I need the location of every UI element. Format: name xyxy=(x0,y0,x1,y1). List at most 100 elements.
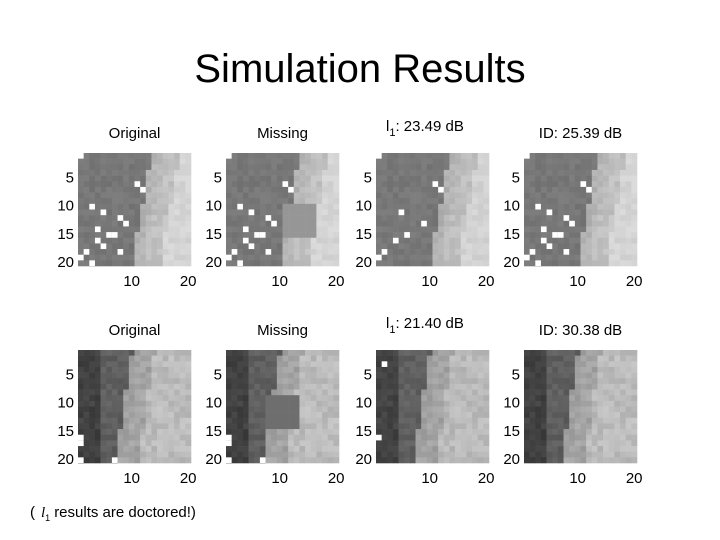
pixel xyxy=(477,412,484,419)
pixel xyxy=(140,423,147,430)
pixel xyxy=(563,457,570,464)
pixel xyxy=(128,209,135,216)
y-tick-label: 5 xyxy=(364,169,372,186)
pixel xyxy=(237,395,244,402)
pixel xyxy=(265,406,272,413)
pixel xyxy=(580,192,587,199)
pixel xyxy=(421,153,428,159)
pixel xyxy=(168,203,175,210)
pixel xyxy=(392,457,399,464)
pixel xyxy=(546,249,553,255)
pixel xyxy=(392,429,399,436)
pixel xyxy=(421,429,428,436)
pixel xyxy=(557,198,564,205)
pixel xyxy=(608,406,615,413)
pixel xyxy=(563,372,570,379)
pixel xyxy=(524,220,530,227)
pixel xyxy=(134,372,141,379)
pixel xyxy=(426,389,433,396)
pixel xyxy=(443,457,450,464)
pixel xyxy=(415,226,422,233)
pixel xyxy=(398,181,405,188)
pixel xyxy=(248,429,255,436)
pixel xyxy=(586,423,593,430)
pixel xyxy=(460,372,467,379)
pixel xyxy=(140,406,147,413)
pixel xyxy=(111,186,118,193)
pixel xyxy=(574,378,581,385)
pixel xyxy=(426,350,433,356)
pixel xyxy=(477,417,484,424)
pixel xyxy=(409,451,416,458)
pixel xyxy=(580,175,587,182)
pixel xyxy=(614,260,621,267)
pixel xyxy=(472,243,478,250)
pixel xyxy=(603,181,610,188)
pixel xyxy=(574,164,581,171)
pixel xyxy=(94,389,101,396)
pixel xyxy=(432,209,439,216)
pixel xyxy=(432,249,439,255)
pixel xyxy=(409,215,416,222)
pixel xyxy=(140,175,147,182)
pixel xyxy=(546,434,553,441)
pixel xyxy=(168,412,175,419)
missing-pixel xyxy=(226,153,232,159)
pixel xyxy=(157,220,164,227)
pixel xyxy=(265,203,272,210)
pixel xyxy=(535,198,542,205)
pixel xyxy=(483,198,490,205)
pixel xyxy=(226,378,232,385)
pixel xyxy=(574,175,581,182)
pixel xyxy=(540,355,547,362)
pixel xyxy=(546,232,553,239)
pixel xyxy=(288,203,295,210)
pixel xyxy=(574,406,581,413)
pixel xyxy=(100,451,107,458)
pixel xyxy=(557,237,564,244)
pixel xyxy=(226,198,232,205)
pixel xyxy=(472,209,478,216)
pixel xyxy=(293,451,300,458)
pixel xyxy=(608,372,615,379)
pixel xyxy=(162,226,169,233)
pixel xyxy=(421,350,428,356)
pixel xyxy=(455,260,462,267)
pixel xyxy=(608,232,615,239)
pixel xyxy=(432,220,439,227)
pixel xyxy=(569,181,576,188)
pixel xyxy=(310,164,317,171)
pixel xyxy=(535,186,542,193)
pixel xyxy=(248,203,255,210)
pixel xyxy=(620,355,626,362)
pixel xyxy=(316,457,323,464)
pixel xyxy=(288,417,295,424)
pixel xyxy=(546,389,553,396)
pixel xyxy=(293,434,300,441)
pixel xyxy=(168,355,175,362)
pixel xyxy=(226,372,232,379)
pixel xyxy=(608,181,615,188)
missing-pixel xyxy=(535,260,541,266)
pixel xyxy=(387,243,394,250)
pixel xyxy=(316,164,323,171)
pixel xyxy=(614,232,621,239)
pixel xyxy=(282,249,289,255)
pixel xyxy=(316,429,323,436)
pixel xyxy=(145,158,152,165)
pixel xyxy=(608,361,615,368)
x-tick-label: 20 xyxy=(180,470,197,487)
pixel xyxy=(117,423,124,430)
pixel xyxy=(625,260,632,267)
pixel xyxy=(620,395,626,402)
pixel xyxy=(603,192,610,199)
pixel xyxy=(381,429,388,436)
pixel xyxy=(128,378,135,385)
pixel xyxy=(449,423,456,430)
pixel xyxy=(276,423,283,430)
pixel xyxy=(631,406,638,413)
pixel xyxy=(603,412,610,419)
pixel xyxy=(106,192,113,199)
pixel xyxy=(100,417,107,424)
pixel xyxy=(552,350,559,356)
